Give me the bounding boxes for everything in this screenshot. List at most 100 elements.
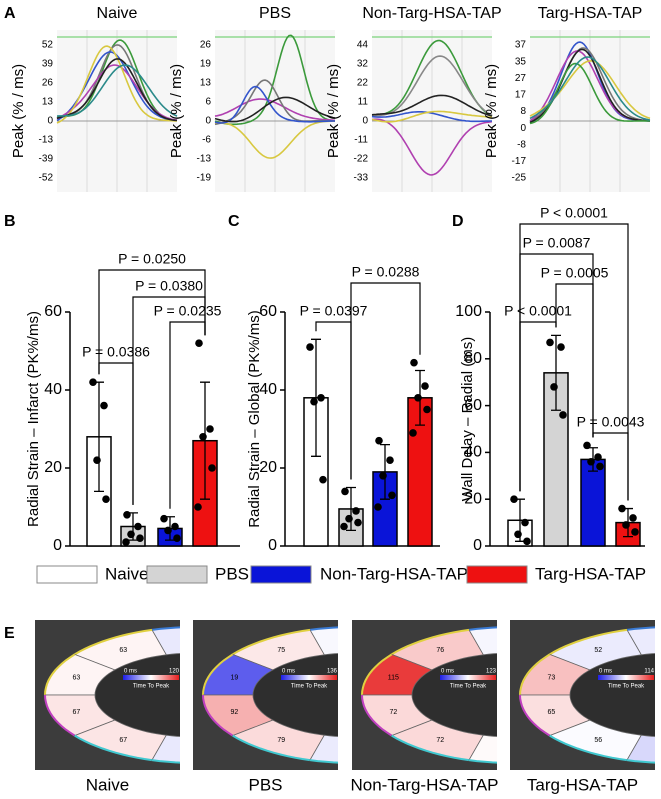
y-tick-label: 44: [357, 40, 369, 51]
data-point: [414, 394, 422, 402]
legend-label: Non-Targ-HSA-TAP: [320, 564, 468, 583]
strain-curve: [371, 110, 493, 123]
data-point: [123, 511, 131, 519]
data-point: [546, 338, 554, 347]
segment-value: 79: [277, 737, 285, 744]
y-tick-label: 0: [362, 116, 368, 127]
inner-cavity: [412, 653, 497, 737]
significance-bracket: [519, 223, 629, 501]
data-point: [629, 514, 637, 522]
data-point: [594, 453, 602, 461]
significance-bracket: [132, 296, 206, 505]
strain-curve: [214, 96, 336, 123]
y-tick-label: -25: [512, 173, 527, 184]
segment-edge: [519, 653, 551, 696]
data-point: [341, 487, 349, 496]
segment-edge: [549, 628, 628, 656]
p-value: P = 0.0380: [135, 278, 203, 294]
colorbar-max: 123: [486, 669, 497, 675]
y-tick-label: 100: [455, 303, 482, 320]
p-value: P < 0.0001: [504, 303, 572, 319]
p-value: P = 0.0397: [300, 303, 368, 319]
data-point: [164, 526, 172, 535]
strain-curve: [371, 55, 493, 117]
y-tick-label: 35: [515, 56, 527, 67]
segment: [626, 734, 655, 764]
data-point: [306, 343, 314, 351]
plot-title: Naive: [97, 5, 138, 22]
p-value: P = 0.0087: [523, 235, 591, 251]
strain-curve: [371, 111, 492, 123]
p-value: P = 0.0043: [577, 414, 645, 430]
colorbar-title: Time To Peak: [133, 684, 170, 690]
data-point: [160, 514, 168, 523]
strain-curve: [529, 56, 651, 121]
data-point: [317, 394, 325, 402]
data-point: [93, 456, 101, 465]
data-point: [622, 521, 630, 529]
segment-edge: [309, 626, 338, 631]
error-bar: [551, 334, 561, 411]
y-tick-label: -8: [517, 139, 526, 150]
y-tick-label: 0: [268, 537, 277, 554]
panel-letter: C: [228, 213, 240, 230]
data-point: [345, 514, 353, 523]
y-tick-label: 26: [200, 40, 212, 51]
y-axis-label: Wall Delay – Radial (ms): [459, 337, 476, 501]
data-point: [388, 491, 396, 500]
y-axis-label: Peak (% / ms): [483, 64, 500, 158]
legend-swatch: [250, 565, 312, 584]
y-tick-label: 0: [53, 537, 62, 554]
colorbar: [281, 675, 337, 680]
segment-value: 52: [594, 647, 602, 654]
strain-curve: [56, 64, 178, 121]
p-value: P = 0.0288: [352, 264, 420, 280]
colorbar-max: 136: [327, 669, 338, 675]
y-tick-label: 60: [464, 397, 482, 414]
panel-letter: B: [4, 213, 16, 230]
data-point: [423, 405, 431, 414]
y-tick-label: 22: [357, 78, 369, 89]
y-tick-label: -13: [39, 135, 54, 146]
segment-value: 72: [436, 737, 444, 744]
colorbar-max: 114: [644, 669, 654, 675]
significance-bracket: [169, 321, 206, 509]
data-point: [618, 504, 626, 513]
y-tick-label: 0: [205, 116, 211, 127]
data-point: [89, 378, 97, 387]
y-tick-label: -13: [197, 154, 212, 165]
y-tick-label: 60: [259, 303, 277, 320]
data-point: [134, 522, 142, 531]
y-tick-label: 80: [464, 350, 482, 367]
y-tick-label: 13: [42, 97, 54, 108]
plot-title: Non-Targ-HSA-TAP: [362, 5, 501, 22]
data-point: [199, 433, 207, 441]
y-axis-label: Radial Strain – Infarct (PK%/ms): [25, 311, 42, 527]
strain-curve: [56, 45, 178, 124]
image-caption: Naive: [86, 775, 129, 794]
strain-curve: [214, 85, 335, 124]
y-axis-label: Peak (% / ms): [325, 64, 342, 158]
y-tick-label: 40: [259, 381, 277, 398]
plot-title: Targ-HSA-TAP: [538, 5, 643, 22]
segment-edge: [391, 734, 470, 762]
segment-edge: [44, 694, 76, 737]
colorbar: [123, 675, 179, 680]
panel-letter: D: [452, 213, 464, 230]
segment-edge: [361, 653, 393, 696]
segment-edge: [74, 628, 153, 656]
data-point: [100, 401, 108, 410]
segment-edge: [202, 653, 234, 696]
panel-letter: A: [4, 5, 16, 22]
legend-label: PBS: [215, 564, 249, 583]
segment-edge: [232, 628, 311, 656]
colorbar-title: Time To Peak: [450, 684, 487, 690]
y-tick-label: 0: [47, 116, 53, 127]
data-point: [375, 436, 383, 445]
y-tick-label: 40: [44, 381, 62, 398]
segment-value: 72: [389, 709, 397, 716]
data-point: [122, 538, 130, 546]
y-tick-label: 26: [42, 78, 54, 89]
